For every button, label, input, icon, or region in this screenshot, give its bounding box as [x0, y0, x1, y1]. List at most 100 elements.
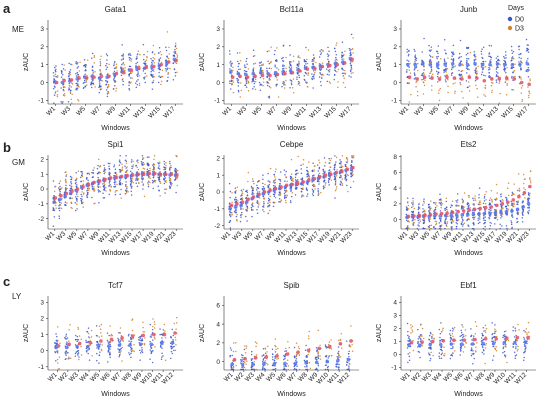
point-d0	[252, 205, 254, 207]
point-d3	[274, 338, 277, 340]
point-d3	[322, 49, 324, 51]
point-d0	[305, 187, 308, 189]
y-axis-label: zAUC	[376, 53, 383, 71]
point-d0	[467, 52, 469, 55]
point-d0	[462, 225, 464, 227]
point-d3	[240, 193, 243, 195]
point-d0	[488, 72, 490, 74]
point-d3	[431, 89, 433, 91]
point-d0	[113, 77, 115, 79]
point-d0	[348, 47, 351, 50]
point-d0	[120, 67, 123, 70]
point-d3	[239, 68, 242, 70]
point-d3	[430, 69, 433, 72]
point-d3	[422, 72, 425, 74]
mean-d0	[52, 200, 56, 205]
point-d0	[268, 79, 270, 81]
point-d3	[132, 166, 134, 168]
point-d0	[174, 168, 176, 170]
point-d0	[450, 227, 453, 230]
point-d0	[264, 368, 267, 371]
point-d0	[158, 68, 161, 71]
y-tick-label: 2	[393, 201, 397, 208]
point-d0	[52, 207, 55, 210]
point-d3	[89, 344, 92, 346]
point-d0	[317, 353, 319, 355]
mean-d3	[251, 195, 256, 199]
point-d3	[254, 368, 256, 371]
point-d3	[64, 94, 66, 97]
mean-d0	[488, 211, 492, 216]
point-d3	[71, 185, 73, 188]
point-d0	[65, 358, 67, 360]
point-d3	[131, 329, 134, 332]
point-d3	[461, 63, 464, 66]
point-d0	[326, 80, 329, 83]
point-d0	[439, 224, 441, 227]
point-d0	[521, 217, 524, 219]
point-d3	[419, 218, 421, 221]
point-d0	[500, 217, 502, 219]
point-d0	[284, 189, 286, 192]
point-d3	[406, 202, 409, 204]
point-d0	[234, 191, 236, 193]
point-d3	[506, 187, 509, 190]
point-d3	[247, 89, 250, 92]
point-d0	[328, 50, 330, 53]
point-d0	[99, 61, 102, 63]
point-d3	[435, 201, 437, 204]
point-d3	[109, 174, 111, 177]
point-d0	[311, 193, 314, 195]
point-d3	[274, 176, 276, 178]
point-d3	[330, 347, 333, 350]
y-tick-label: 0	[40, 348, 44, 355]
row-labels: a ME b GM c LY	[3, 1, 25, 301]
point-d3	[412, 223, 415, 225]
point-d0	[495, 79, 498, 81]
point-d3	[315, 61, 317, 64]
point-d3	[298, 60, 300, 63]
point-d3	[343, 54, 345, 56]
point-d3	[174, 42, 177, 44]
mean-d3	[313, 66, 317, 71]
point-d0	[495, 81, 498, 83]
point-d0	[311, 77, 313, 80]
point-d0	[242, 360, 245, 363]
point-d0	[170, 350, 173, 353]
point-d0	[274, 64, 276, 67]
point-d3	[160, 75, 163, 78]
point-d3	[142, 167, 144, 170]
point-d0	[113, 63, 115, 65]
point-d3	[119, 327, 122, 329]
point-d0	[52, 87, 55, 90]
point-d0	[128, 73, 130, 76]
point-d0	[60, 87, 62, 89]
point-d3	[132, 164, 135, 166]
point-d0	[323, 171, 326, 174]
point-d3	[86, 59, 89, 61]
point-d3	[160, 61, 163, 64]
point-d3	[123, 64, 126, 66]
point-d3	[163, 323, 166, 326]
point-d0	[118, 356, 120, 358]
point-d0	[528, 209, 530, 212]
point-d0	[411, 211, 414, 214]
point-d0	[96, 359, 98, 362]
point-d0	[87, 172, 89, 175]
point-d3	[408, 69, 410, 71]
point-d3	[440, 227, 442, 230]
point-d0	[473, 59, 475, 61]
point-d0	[437, 52, 439, 55]
point-d0	[125, 160, 128, 163]
point-d0	[489, 60, 491, 62]
point-d3	[469, 51, 472, 54]
point-d0	[466, 47, 468, 50]
point-d0	[505, 57, 507, 59]
point-d0	[414, 61, 416, 63]
point-d0	[261, 355, 263, 357]
x-tick-label: W3	[55, 230, 67, 242]
point-d0	[258, 81, 261, 84]
x-tick-label: W17	[162, 105, 177, 120]
